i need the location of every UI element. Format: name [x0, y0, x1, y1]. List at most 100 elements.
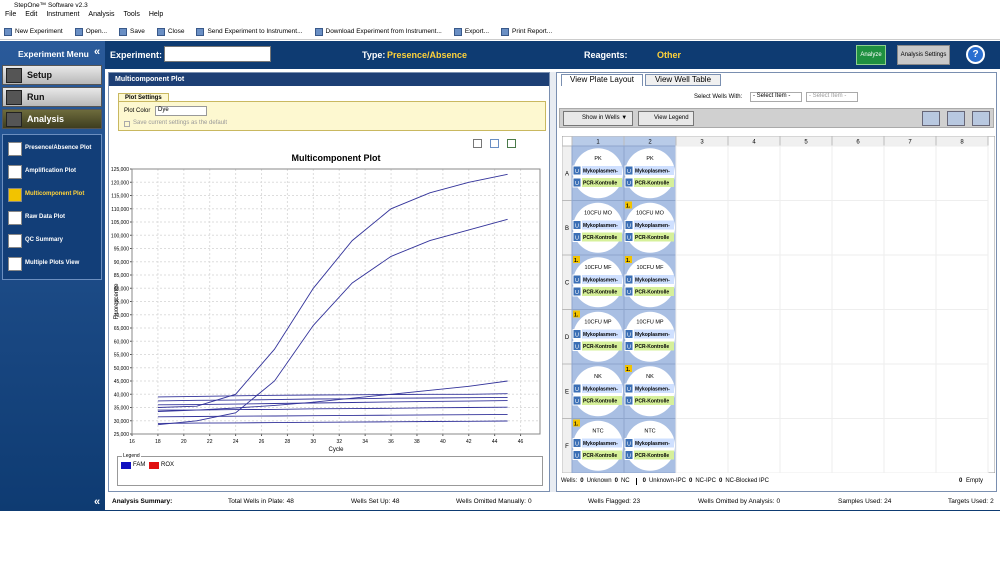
section-label[interactable]: Setup: [27, 70, 53, 80]
well-sample: PK: [594, 156, 602, 162]
sidebar-item[interactable]: QC Summary: [6, 231, 100, 251]
section-label[interactable]: Run: [27, 92, 45, 102]
analysis-settings-button[interactable]: Analysis Settings: [897, 45, 950, 65]
help-button[interactable]: ?: [966, 45, 985, 64]
empty-cell: [675, 254, 729, 310]
sidebar-item[interactable]: Presence/Absence Plot: [6, 139, 100, 159]
target-label: Mykoplasmen-: [635, 278, 670, 284]
task-icon-label: U: [575, 345, 579, 351]
menu-item[interactable]: Tools: [123, 11, 140, 18]
x-tick-label: 26: [259, 439, 265, 445]
toolbar-label[interactable]: Send Experiment to Instrument...: [207, 28, 303, 35]
menu-bar: File Edit Instrument Analysis Tools Help: [0, 11, 1000, 22]
empty-cell: [935, 145, 989, 201]
select-label: Select Wells With:: [694, 94, 743, 100]
toolbar-button[interactable]: Export...: [453, 27, 490, 36]
sidebar-section[interactable]: Analysis: [2, 109, 102, 129]
sidebar-item[interactable]: Multicomponent Plot: [6, 185, 100, 205]
target-label: PCR-Kontrolle: [583, 181, 617, 187]
save-default-checkbox[interactable]: [124, 121, 130, 127]
toolbar-button[interactable]: Open...: [74, 27, 108, 36]
task-icon-label: U: [627, 169, 631, 175]
select-dropdown[interactable]: - Select Item -: [806, 92, 858, 102]
target-chip: [634, 166, 674, 175]
sidebar-section[interactable]: Setup: [2, 65, 102, 85]
item-label[interactable]: Amplification Plot: [25, 168, 76, 174]
panel-tab[interactable]: View Plate Layout: [561, 74, 643, 86]
plot-color-select[interactable]: Dye: [155, 106, 207, 116]
status-item: Wells Omitted Manually: 0: [456, 498, 532, 505]
well-flag: 1.: [626, 367, 631, 373]
plate-view-icon[interactable]: [972, 111, 990, 126]
empty-cell: [727, 363, 781, 419]
experiment-input[interactable]: [164, 46, 271, 62]
toolbar-label[interactable]: Download Experiment from Instrument...: [325, 28, 442, 35]
plot-tool-icon[interactable]: [490, 139, 499, 148]
select-dropdown[interactable]: - Select Item -: [750, 92, 802, 102]
panel-tab[interactable]: View Well Table: [645, 74, 721, 86]
empty-cell: [675, 145, 729, 201]
toolbar-label[interactable]: Print Report...: [512, 28, 553, 35]
menu-item[interactable]: File: [5, 11, 17, 18]
sidebar-item[interactable]: Amplification Plot: [6, 162, 100, 182]
well-sample: 10CFU MP: [584, 320, 612, 326]
toolbar-button[interactable]: Download Experiment from Instrument...: [314, 27, 442, 36]
toolbar-button[interactable]: Print Report...: [501, 27, 553, 36]
task-icon: [572, 286, 582, 297]
toolbar-label[interactable]: Close: [167, 28, 185, 35]
sidebar-item[interactable]: Raw Data Plot: [6, 208, 100, 228]
well-sample: 10CFU MF: [585, 265, 613, 271]
y-tick-label: 50,000: [114, 366, 130, 372]
item-label[interactable]: Multicomponent Plot: [25, 191, 85, 197]
x-tick-label: 22: [207, 439, 213, 445]
analyze-button[interactable]: Analyze: [856, 45, 886, 65]
target-chip: [582, 275, 622, 284]
item-label[interactable]: QC Summary: [25, 237, 64, 243]
plot-color-label: Plot Color: [124, 108, 151, 114]
sidebar-item[interactable]: Multiple Plots View: [6, 254, 100, 274]
toolbar-label[interactable]: Save: [130, 28, 145, 35]
collapse-bottom: «: [94, 496, 101, 508]
view-legend-button[interactable]: View Legend: [638, 111, 694, 126]
item-label[interactable]: Presence/Absence Plot: [25, 145, 92, 151]
target-chip: [582, 166, 622, 175]
plot-tool-icon[interactable]: [473, 139, 482, 148]
footer-count: 0: [688, 478, 693, 484]
row-label: C: [565, 280, 570, 286]
toolbar-button[interactable]: Close: [156, 27, 185, 36]
plate-view-icon[interactable]: [922, 111, 940, 126]
footer-label: Wells:: [561, 478, 578, 484]
toolbar-label[interactable]: New Experiment: [15, 28, 63, 35]
sidebar-item-list: Presence/Absence Plot Amplification Plot M…: [2, 134, 102, 280]
status-label: Samples Used:: [838, 498, 883, 505]
column-label: 4: [752, 140, 756, 146]
menu-item[interactable]: Instrument: [46, 11, 80, 18]
y-tick-label: 115,000: [111, 194, 129, 200]
show-in-wells-button[interactable]: Show in Wells ▼: [563, 111, 633, 126]
toolbar-button[interactable]: Send Experiment to Instrument...: [196, 27, 303, 36]
empty-cell: [675, 363, 729, 419]
item-label[interactable]: Multiple Plots View: [25, 260, 80, 266]
status-label: Wells Flagged:: [588, 498, 631, 505]
well-flag: 1.: [626, 258, 631, 264]
toolbar-label[interactable]: Export...: [464, 28, 490, 35]
menu-item[interactable]: Edit: [25, 11, 38, 18]
empty-cell: [935, 363, 989, 419]
well-flag: 1.: [574, 422, 579, 428]
toolbar-button[interactable]: Save: [119, 27, 145, 36]
target-chip: [582, 178, 622, 187]
sidebar-section[interactable]: Run: [2, 87, 102, 107]
item-label[interactable]: Raw Data Plot: [25, 214, 66, 220]
menu-item[interactable]: Analysis: [88, 11, 115, 18]
status-item: Targets Used: 2: [948, 498, 994, 505]
plot-tool-icon[interactable]: [507, 139, 516, 148]
toolbar-label[interactable]: Open...: [85, 28, 108, 35]
x-tick-label: 38: [414, 439, 420, 445]
x-tick-label: 20: [181, 439, 187, 445]
plate-view-icon[interactable]: [947, 111, 965, 126]
section-label[interactable]: Analysis: [27, 114, 65, 124]
menu-item[interactable]: Help: [148, 11, 164, 18]
status-label: Wells Omitted by Analysis:: [698, 498, 775, 505]
toolbar: New Experiment Open... Save Close Send Exper…: [0, 24, 1000, 40]
toolbar-button[interactable]: New Experiment: [4, 27, 63, 36]
